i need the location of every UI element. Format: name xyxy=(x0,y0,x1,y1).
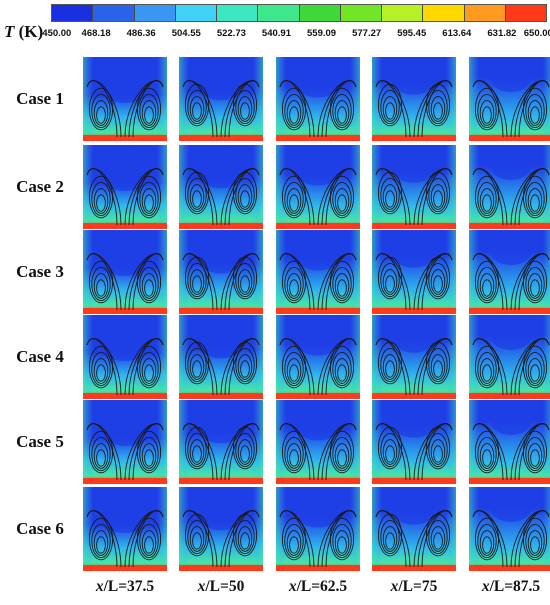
colorbar-tick-label: 540.91 xyxy=(261,28,291,39)
position-label: x/L=75 xyxy=(390,578,438,595)
temperature-contour-cell xyxy=(179,230,263,314)
colorbar-swatch xyxy=(134,5,176,21)
temperature-contour-cell xyxy=(276,315,360,399)
temperature-contour-cell xyxy=(83,487,167,571)
colorbar-swatch xyxy=(175,5,217,21)
temperature-contour-cell xyxy=(83,315,167,399)
case-label: Case 3 xyxy=(16,262,64,281)
colorbar-tick-label: 559.09 xyxy=(307,28,337,39)
colorbar-swatch xyxy=(217,5,259,21)
temperature-contour-cell xyxy=(469,400,550,484)
temperature-contour-cell xyxy=(83,145,167,229)
colorbar-ticks: 450.00 468.18 486.36 504.55 522.73 540.91 559.… xyxy=(42,28,550,42)
temperature-contour-cell xyxy=(179,487,263,571)
temperature-contour-cell xyxy=(372,487,456,571)
case-label: Case 1 xyxy=(16,89,64,108)
case-label: Case 6 xyxy=(16,519,64,538)
position-label: x/L=50 xyxy=(197,578,245,595)
temperature-contour-cell xyxy=(469,487,550,571)
colorbar-swatch xyxy=(464,5,506,21)
position-label: x/L=62.5 xyxy=(288,578,348,595)
temperature-contour-cell xyxy=(372,145,456,229)
temperature-contour-cell xyxy=(276,230,360,314)
temperature-contour-cell xyxy=(372,57,456,141)
colorbar-tick-label: 577.27 xyxy=(352,28,382,39)
temperature-contour-cell xyxy=(469,315,550,399)
temperature-contour-cell xyxy=(276,57,360,141)
temperature-contour-cell xyxy=(179,57,263,141)
colorbar-swatch xyxy=(505,5,546,21)
colorbar-tick-label: 450.00 xyxy=(42,28,72,39)
colorbar-swatch xyxy=(258,5,300,21)
position-label: x/L=87.5 xyxy=(481,578,541,595)
temperature-contour-cell xyxy=(276,400,360,484)
temperature-contour-cell xyxy=(469,230,550,314)
case-label: Case 5 xyxy=(16,432,64,451)
colorbar-tick-label: 468.18 xyxy=(81,28,111,39)
temperature-contour-cell xyxy=(83,400,167,484)
colorbar-swatch xyxy=(382,5,424,21)
colorbar-swatch xyxy=(340,5,382,21)
temperature-contour-cell xyxy=(179,400,263,484)
temperature-contour-cell xyxy=(179,315,263,399)
temperature-contour-cell xyxy=(276,145,360,229)
colorbar-tick-label: 504.55 xyxy=(171,28,201,39)
colorbar-swatch xyxy=(52,5,94,21)
temperature-contour-cell xyxy=(372,230,456,314)
temperature-contour-cell xyxy=(372,315,456,399)
temperature-contour-cell xyxy=(276,487,360,571)
case-label: Case 4 xyxy=(16,347,64,366)
colorbar-tick-label: 613.64 xyxy=(442,28,472,39)
case-label: Case 2 xyxy=(16,177,64,196)
colorbar-tick-label: 631.82 xyxy=(487,28,517,39)
colorbar-tick-label: 595.45 xyxy=(397,28,427,39)
temperature-contour-cell xyxy=(469,145,550,229)
colorbar-tick-label: 650.00 xyxy=(523,28,550,39)
temperature-contour-cell xyxy=(83,230,167,314)
position-label: x/L=37.5 xyxy=(95,578,155,595)
colorbar-swatch xyxy=(299,5,341,21)
colorbar-tick-label: 522.73 xyxy=(216,28,246,39)
temperature-colorbar xyxy=(51,4,547,22)
colorbar-swatch xyxy=(423,5,465,21)
temperature-contour-cell xyxy=(179,145,263,229)
temperature-contour-cell xyxy=(372,400,456,484)
colorbar-swatch xyxy=(93,5,135,21)
temperature-contour-cell xyxy=(469,57,550,141)
colorbar-title: T (K) xyxy=(4,22,44,41)
colorbar-tick-label: 486.36 xyxy=(126,28,156,39)
temperature-contour-cell xyxy=(83,57,167,141)
